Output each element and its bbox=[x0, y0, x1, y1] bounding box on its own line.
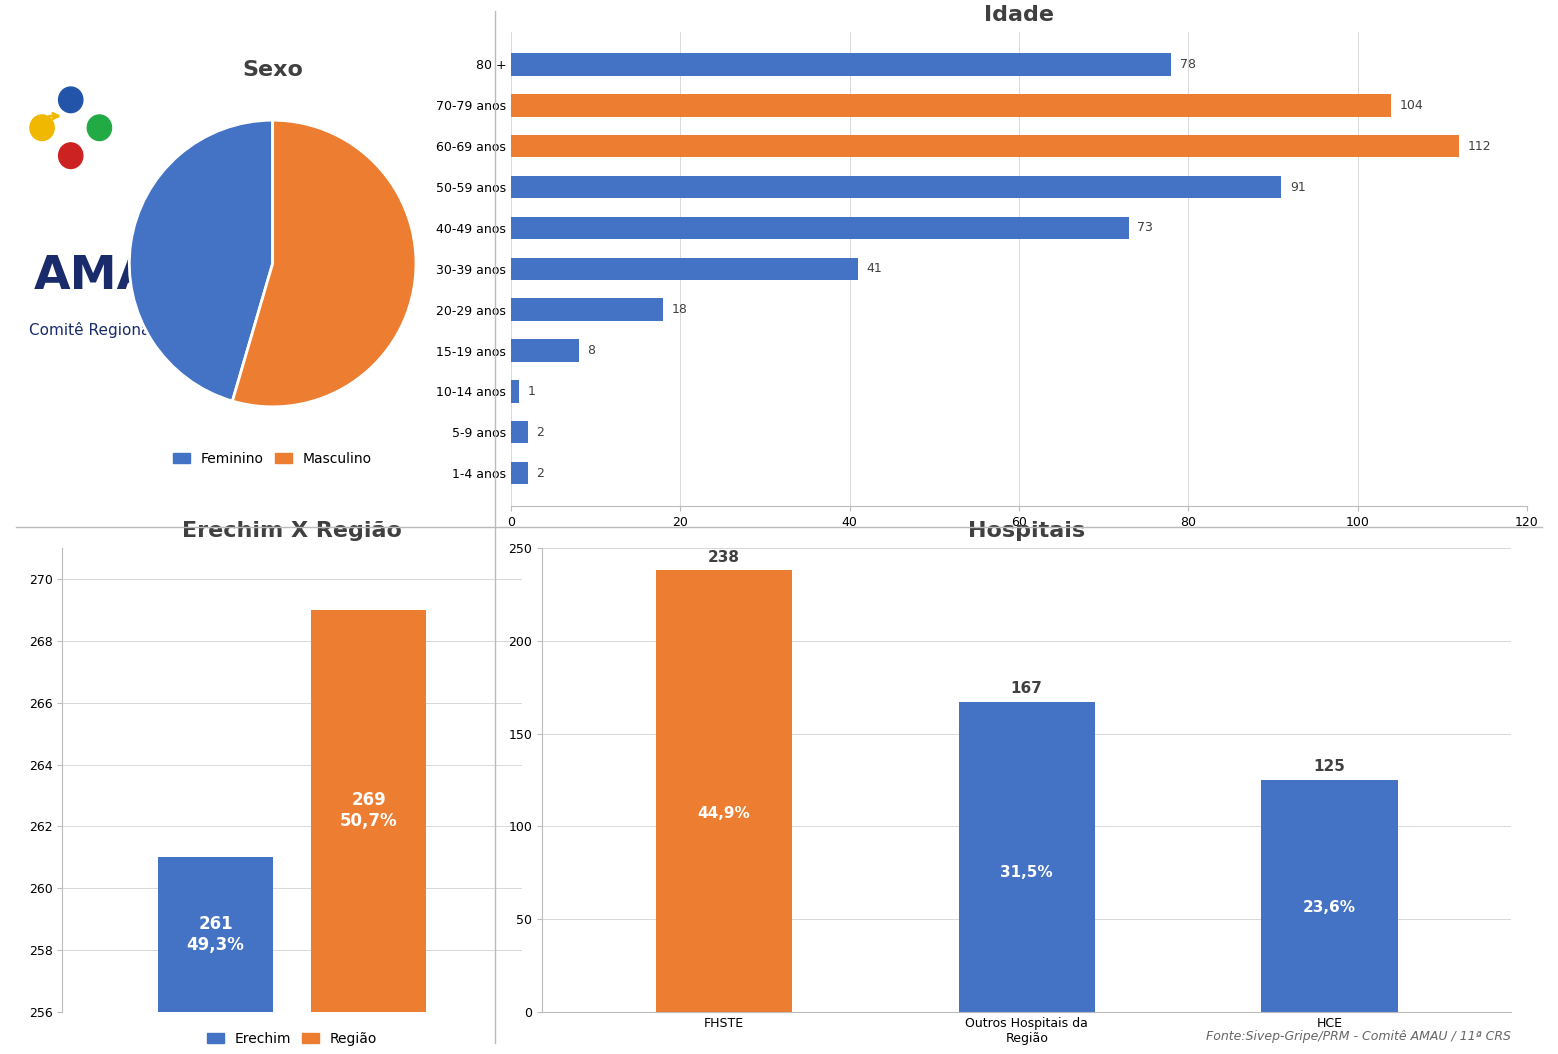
Bar bbox=[312, 610, 427, 1054]
Bar bbox=[1262, 780, 1398, 1012]
Text: 112: 112 bbox=[1468, 140, 1491, 153]
Bar bbox=[511, 135, 1460, 157]
Circle shape bbox=[59, 87, 83, 113]
Text: 18: 18 bbox=[671, 304, 687, 316]
Bar bbox=[511, 217, 1130, 239]
Circle shape bbox=[30, 115, 55, 140]
Text: AMAU: AMAU bbox=[34, 254, 192, 298]
Text: 44,9%: 44,9% bbox=[698, 805, 751, 821]
Text: 167: 167 bbox=[1011, 682, 1042, 697]
Title: Hospitais: Hospitais bbox=[968, 521, 1086, 541]
Text: 41: 41 bbox=[866, 262, 882, 275]
Wedge shape bbox=[129, 120, 273, 402]
Text: 241
45,5%: 241 45,5% bbox=[167, 427, 220, 458]
Text: 289
54,5%: 289 54,5% bbox=[0, 455, 20, 488]
Text: 238: 238 bbox=[707, 550, 740, 565]
Bar bbox=[511, 257, 858, 280]
Text: 73: 73 bbox=[1137, 221, 1153, 234]
Text: 125: 125 bbox=[1313, 759, 1346, 775]
Bar bbox=[511, 421, 528, 444]
Circle shape bbox=[59, 143, 83, 169]
Circle shape bbox=[87, 115, 112, 140]
Wedge shape bbox=[232, 120, 416, 407]
Bar bbox=[656, 570, 791, 1012]
Text: Fonte:Sivep-Gripe/PRM - Comitê AMAU / 11ª CRS: Fonte:Sivep-Gripe/PRM - Comitê AMAU / 11… bbox=[1206, 1031, 1511, 1043]
Text: 2: 2 bbox=[536, 426, 544, 438]
Bar bbox=[958, 702, 1095, 1012]
Text: 78: 78 bbox=[1179, 58, 1197, 71]
Bar bbox=[511, 94, 1391, 117]
Bar bbox=[511, 462, 528, 485]
Text: 104: 104 bbox=[1399, 99, 1424, 112]
Text: 1: 1 bbox=[528, 385, 536, 397]
Bar bbox=[157, 857, 273, 1054]
Text: 91: 91 bbox=[1290, 180, 1306, 194]
Bar bbox=[511, 176, 1281, 198]
Text: 23,6%: 23,6% bbox=[1302, 900, 1355, 915]
Text: 31,5%: 31,5% bbox=[1000, 865, 1053, 880]
Text: Comitê Regional COVID-19: Comitê Regional COVID-19 bbox=[30, 321, 234, 337]
Bar bbox=[511, 53, 1172, 76]
Text: 261
49,3%: 261 49,3% bbox=[187, 915, 245, 954]
Legend: Erechim, Região: Erechim, Região bbox=[201, 1027, 383, 1051]
Bar bbox=[511, 380, 519, 403]
Bar bbox=[511, 339, 578, 362]
Title: Idade: Idade bbox=[985, 4, 1053, 24]
Text: 2: 2 bbox=[536, 467, 544, 480]
Text: 269
50,7%: 269 50,7% bbox=[340, 792, 397, 831]
Text: 8: 8 bbox=[587, 344, 595, 357]
Legend: Feminino, Masculino: Feminino, Masculino bbox=[168, 447, 377, 471]
Bar bbox=[511, 298, 664, 320]
Title: Erechim X Região: Erechim X Região bbox=[182, 521, 402, 541]
Title: Sexo: Sexo bbox=[241, 60, 304, 80]
